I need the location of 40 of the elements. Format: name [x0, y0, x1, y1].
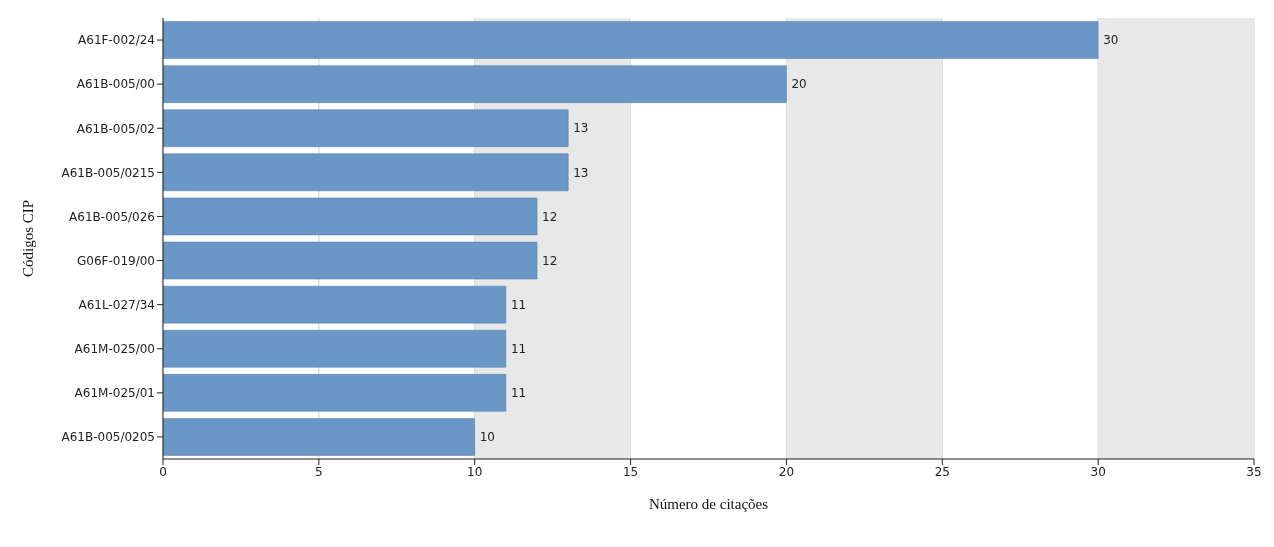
x-tick-label: 35	[1246, 464, 1262, 479]
x-tick-label: 10	[467, 464, 483, 479]
y-tick-label: A61M-025/01	[74, 386, 155, 401]
data-label: 13	[573, 121, 589, 136]
bar	[163, 153, 569, 192]
data-label: 13	[573, 165, 589, 180]
bar	[163, 109, 569, 147]
y-tick-label: A61M-025/00	[74, 342, 155, 357]
y-tick-label: A61B-005/02	[76, 121, 155, 136]
data-label: 12	[542, 209, 558, 224]
y-tick-label: A61B-005/0205	[61, 430, 155, 445]
bar	[163, 418, 475, 456]
bar	[163, 241, 538, 280]
data-label: 10	[479, 430, 495, 445]
data-label: 20	[791, 77, 807, 92]
x-tick-label: 5	[315, 464, 323, 479]
data-label: 11	[510, 386, 527, 401]
y-tick-label: A61B-005/0215	[61, 165, 155, 180]
bar	[163, 21, 1099, 59]
bar	[163, 329, 507, 368]
data-label: 11	[510, 341, 527, 356]
bar	[163, 197, 538, 236]
y-tick-label: A61L-027/34	[78, 297, 155, 312]
y-tick-label: G06F-019/00	[76, 253, 155, 268]
x-axis-title: Número de citações	[648, 496, 769, 512]
data-label: 11	[510, 297, 527, 312]
y-tick-label: A61B-005/00	[76, 77, 155, 92]
x-tick-label: 30	[1090, 464, 1106, 479]
x-tick-label: 15	[622, 464, 639, 479]
y-tick-label: A61B-005/026	[69, 209, 155, 224]
bar	[163, 65, 787, 103]
x-tick-label: 25	[934, 464, 950, 479]
data-label: 30	[1103, 33, 1119, 48]
bar	[163, 285, 507, 324]
data-label: 12	[542, 253, 558, 268]
bar	[163, 374, 507, 412]
y-tick-label: A61F-002/24	[78, 33, 155, 48]
y-axis-title: Códigos CIP	[20, 199, 37, 278]
x-tick-label: 0	[159, 464, 167, 479]
x-tick-label: 20	[778, 464, 795, 479]
